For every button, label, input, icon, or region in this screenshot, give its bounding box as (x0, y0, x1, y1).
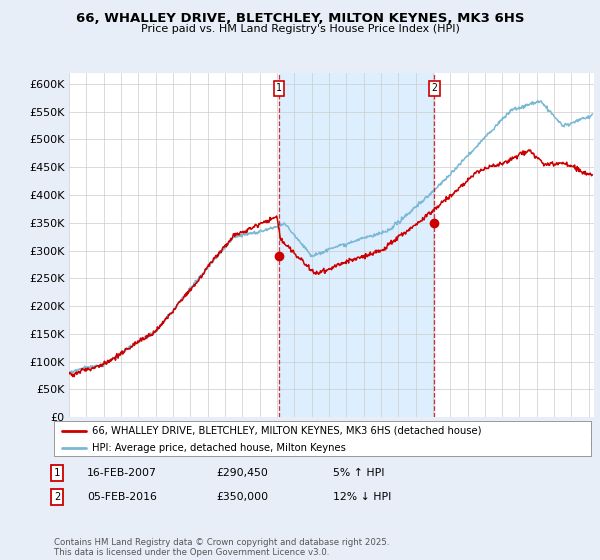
Text: £290,450: £290,450 (216, 468, 268, 478)
Text: 5% ↑ HPI: 5% ↑ HPI (333, 468, 385, 478)
Text: £350,000: £350,000 (216, 492, 268, 502)
Text: 16-FEB-2007: 16-FEB-2007 (87, 468, 157, 478)
Text: 05-FEB-2016: 05-FEB-2016 (87, 492, 157, 502)
Text: 1: 1 (54, 468, 60, 478)
Bar (279, 73, 434, 417)
Text: Contains HM Land Registry data © Crown copyright and database right 2025.
This d: Contains HM Land Registry data © Crown c… (54, 538, 389, 557)
Text: HPI: Average price, detached house, Milton Keynes: HPI: Average price, detached house, Milt… (92, 442, 346, 452)
Text: 66, WHALLEY DRIVE, BLETCHLEY, MILTON KEYNES, MK3 6HS: 66, WHALLEY DRIVE, BLETCHLEY, MILTON KEY… (76, 12, 524, 25)
Text: 12% ↓ HPI: 12% ↓ HPI (333, 492, 391, 502)
Text: 2: 2 (54, 492, 60, 502)
Text: Price paid vs. HM Land Registry's House Price Index (HPI): Price paid vs. HM Land Registry's House … (140, 24, 460, 34)
Text: 1: 1 (276, 83, 282, 94)
Text: 66, WHALLEY DRIVE, BLETCHLEY, MILTON KEYNES, MK3 6HS (detached house): 66, WHALLEY DRIVE, BLETCHLEY, MILTON KEY… (92, 426, 481, 436)
Text: 2: 2 (431, 83, 437, 94)
